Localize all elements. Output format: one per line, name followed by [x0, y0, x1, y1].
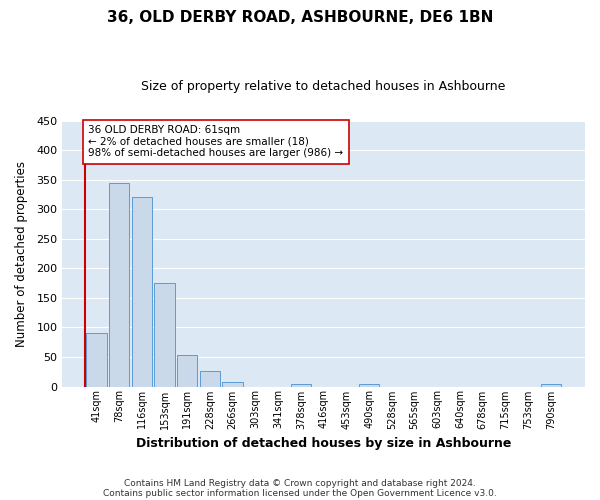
Title: Size of property relative to detached houses in Ashbourne: Size of property relative to detached ho… — [142, 80, 506, 93]
Text: 36, OLD DERBY ROAD, ASHBOURNE, DE6 1BN: 36, OLD DERBY ROAD, ASHBOURNE, DE6 1BN — [107, 10, 493, 25]
Text: 36 OLD DERBY ROAD: 61sqm
← 2% of detached houses are smaller (18)
98% of semi-de: 36 OLD DERBY ROAD: 61sqm ← 2% of detache… — [88, 126, 343, 158]
Bar — [223, 382, 243, 386]
Bar — [200, 371, 220, 386]
Bar — [154, 283, 175, 387]
Bar — [359, 384, 379, 386]
Bar — [177, 354, 197, 386]
Bar — [86, 334, 107, 386]
Bar — [290, 384, 311, 386]
Bar — [541, 384, 561, 386]
Bar — [131, 198, 152, 386]
Y-axis label: Number of detached properties: Number of detached properties — [15, 160, 28, 346]
Text: Contains public sector information licensed under the Open Government Licence v3: Contains public sector information licen… — [103, 488, 497, 498]
X-axis label: Distribution of detached houses by size in Ashbourne: Distribution of detached houses by size … — [136, 437, 511, 450]
Bar — [109, 182, 129, 386]
Text: Contains HM Land Registry data © Crown copyright and database right 2024.: Contains HM Land Registry data © Crown c… — [124, 478, 476, 488]
